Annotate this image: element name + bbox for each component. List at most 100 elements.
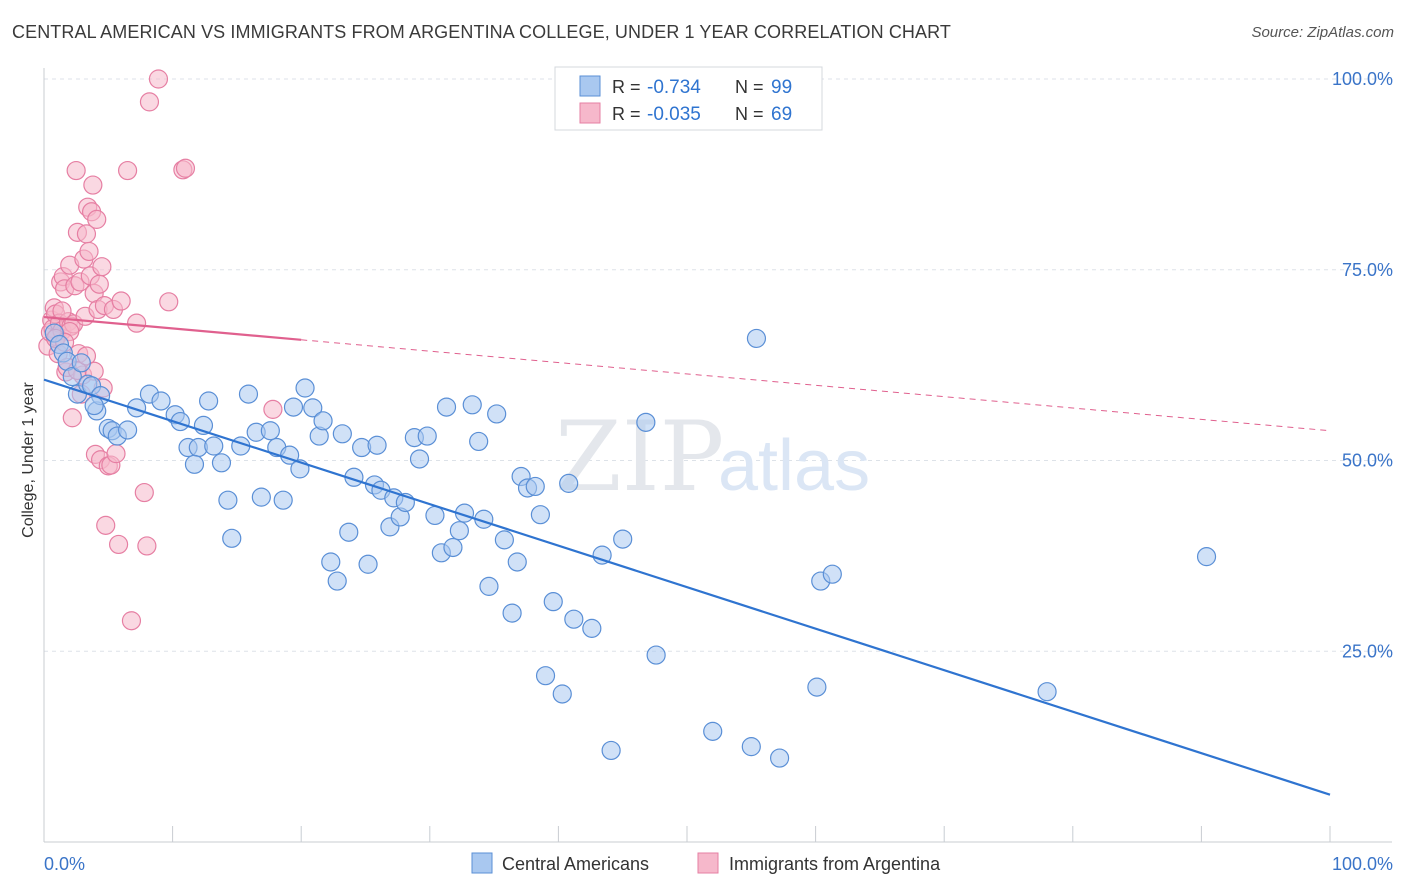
point-central-americans	[502, 603, 522, 623]
point-central-americans	[746, 328, 767, 349]
point-central-americans	[646, 645, 666, 665]
point-immigrants-argentina	[87, 209, 107, 229]
chart-title: CENTRAL AMERICAN VS IMMIGRANTS FROM ARGE…	[12, 22, 951, 42]
trend-lines	[43, 315, 1331, 796]
point-central-americans	[222, 528, 242, 548]
point-immigrants-argentina	[117, 160, 138, 181]
point-immigrants-argentina	[148, 69, 169, 89]
watermark: ZIP atlas	[555, 401, 870, 513]
point-immigrants-argentina	[89, 274, 109, 294]
point-central-americans	[469, 431, 489, 452]
stats-r-label-blue: R =	[612, 77, 641, 97]
x-tick-label-min: 0.0%	[44, 854, 85, 874]
y-tick-label: 25.0%	[1342, 641, 1393, 661]
point-central-americans	[601, 740, 621, 761]
data-points	[38, 69, 1217, 768]
point-immigrants-argentina	[139, 92, 160, 112]
grid-lines	[44, 78, 1392, 652]
point-central-americans	[251, 487, 271, 507]
trend-line-central-americans	[43, 378, 1331, 796]
point-central-americans	[479, 576, 499, 596]
stats-r-value-blue: -0.734	[647, 77, 701, 98]
point-central-americans	[807, 677, 827, 697]
point-immigrants-argentina	[83, 175, 103, 195]
point-central-americans	[126, 398, 147, 418]
point-immigrants-argentina	[121, 611, 142, 631]
point-central-americans	[1196, 547, 1217, 567]
point-central-americans	[204, 436, 224, 456]
point-immigrants-argentina	[159, 292, 179, 312]
point-central-americans	[218, 490, 238, 510]
point-central-americans	[211, 453, 232, 473]
point-central-americans	[592, 545, 612, 565]
point-central-americans	[462, 395, 482, 415]
point-central-americans	[487, 404, 507, 424]
point-central-americans	[525, 476, 545, 497]
point-central-americans	[238, 384, 259, 404]
source-label: Source: ZipAtlas.com	[1251, 24, 1394, 41]
point-central-americans	[151, 391, 171, 411]
trend-line-immigrants-argentina-extension	[301, 339, 1331, 432]
point-immigrants-argentina	[137, 536, 157, 556]
watermark-atlas: atlas	[718, 426, 870, 506]
point-central-americans	[117, 420, 138, 440]
point-central-americans	[1037, 682, 1057, 702]
point-central-americans	[613, 529, 633, 549]
point-central-americans	[62, 366, 82, 387]
point-central-americans	[199, 391, 219, 411]
point-immigrants-argentina	[62, 408, 82, 428]
point-central-americans	[530, 505, 550, 525]
y-tick-labels: 100.0% 75.0% 50.0% 25.0%	[1332, 69, 1393, 661]
point-central-americans	[71, 353, 91, 373]
point-immigrants-argentina	[79, 241, 99, 262]
x-tick-label-max: 100.0%	[1332, 854, 1393, 874]
y-tick-label: 50.0%	[1342, 451, 1393, 471]
point-central-americans	[283, 397, 304, 417]
point-central-americans	[703, 721, 723, 741]
point-central-americans	[582, 618, 602, 638]
point-immigrants-argentina	[96, 515, 116, 535]
axes	[43, 68, 1392, 843]
legend-swatch-central-americans	[471, 852, 493, 874]
legend-label-central-americans: Central Americans	[502, 854, 649, 874]
point-immigrants-argentina	[134, 482, 154, 503]
trend-line-immigrants-argentina	[43, 315, 302, 341]
point-central-americans	[741, 737, 761, 757]
point-central-americans	[321, 552, 341, 572]
point-immigrants-argentina	[66, 160, 86, 181]
point-central-americans	[367, 435, 387, 455]
legend-label-immigrants-argentina: Immigrants from Argentina	[729, 854, 941, 874]
point-central-americans	[769, 748, 790, 768]
point-central-americans	[358, 554, 378, 574]
stats-box: R = -0.734 N = 99 R = -0.035 N = 69	[554, 66, 823, 131]
stats-n-value-pink: 69	[771, 104, 792, 125]
y-axis-label: College, Under 1 year	[20, 382, 37, 538]
point-central-americans	[332, 424, 352, 444]
legend: Central Americans Immigrants from Argent…	[471, 852, 941, 874]
point-immigrants-argentina	[175, 158, 196, 178]
point-central-americans	[260, 421, 280, 441]
point-immigrants-argentina	[111, 291, 131, 311]
point-central-americans	[409, 449, 430, 469]
point-central-americans	[295, 378, 315, 398]
point-immigrants-argentina	[92, 257, 112, 277]
point-central-americans	[273, 490, 293, 510]
point-immigrants-argentina	[263, 399, 283, 419]
stats-swatch-blue	[579, 75, 601, 97]
point-immigrants-argentina	[106, 444, 126, 464]
stats-n-label-blue: N =	[735, 77, 764, 97]
point-central-americans	[436, 397, 457, 417]
stats-n-label-pink: N =	[735, 104, 764, 124]
point-central-americans	[425, 505, 445, 526]
point-central-americans	[507, 552, 527, 572]
point-central-americans	[552, 684, 572, 704]
point-central-americans	[417, 426, 437, 446]
stats-r-value-pink: -0.035	[647, 104, 701, 125]
point-immigrants-argentina	[126, 313, 147, 333]
point-immigrants-argentina	[108, 534, 129, 555]
point-central-americans	[535, 666, 556, 686]
y-tick-label: 75.0%	[1342, 260, 1393, 280]
point-central-americans	[449, 521, 469, 541]
point-central-americans	[303, 398, 323, 418]
